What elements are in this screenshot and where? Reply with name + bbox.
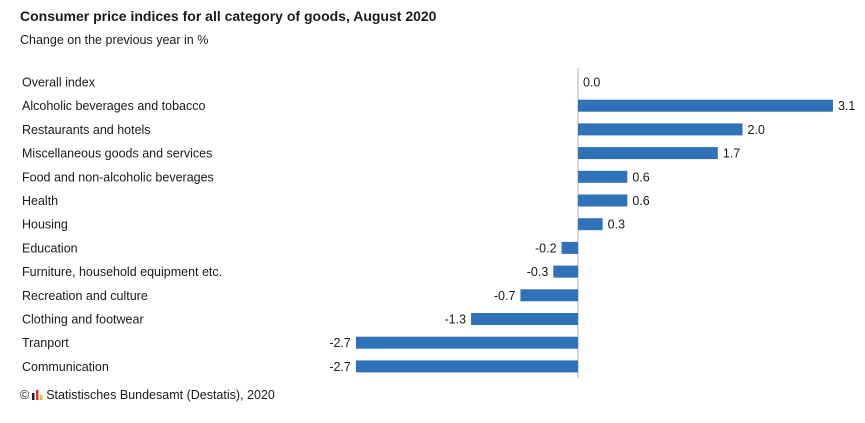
- bar: [355, 336, 578, 349]
- copyright-symbol: ©: [20, 388, 30, 402]
- value-label: 3.1: [838, 99, 855, 113]
- category-label: Housing: [22, 218, 68, 232]
- value-label: -0.7: [494, 289, 516, 303]
- bar: [471, 313, 578, 325]
- value-label: -2.7: [329, 360, 351, 374]
- logo-bar-1: [32, 393, 35, 400]
- value-label: 0.3: [608, 218, 625, 232]
- category-label: Tranport: [22, 336, 69, 350]
- value-label: -0.3: [527, 265, 549, 279]
- logo-bar-2: [36, 390, 39, 400]
- value-label: 1.7: [723, 147, 740, 161]
- category-label: Restaurants and hotels: [22, 123, 151, 137]
- value-label: -1.3: [445, 313, 467, 327]
- category-label: Health: [22, 194, 58, 208]
- bar: [578, 170, 628, 183]
- bar: [578, 123, 743, 136]
- destatis-logo-icon: [32, 390, 43, 400]
- value-label: 0.6: [632, 170, 649, 184]
- category-label: Recreation and culture: [22, 289, 148, 303]
- source-footer: © Statistisches Bundesamt (Destatis), 20…: [20, 388, 275, 402]
- category-label: Miscellaneous goods and services: [22, 147, 212, 161]
- bar: [578, 147, 718, 160]
- category-label: Furniture, household equipment etc.: [22, 265, 222, 279]
- value-label: -2.7: [329, 336, 351, 350]
- category-label: Communication: [22, 360, 109, 374]
- value-label: -0.2: [535, 241, 557, 255]
- bar: [355, 360, 578, 373]
- category-label: Alcoholic beverages and tobacco: [22, 99, 206, 113]
- bar: [520, 289, 578, 302]
- chart-subtitle: Change on the previous year in %: [20, 33, 209, 47]
- bar: [553, 265, 578, 278]
- bar: [578, 194, 628, 207]
- category-label: Education: [22, 241, 78, 255]
- logo-bar-3: [40, 395, 43, 400]
- value-label: 0.6: [632, 194, 649, 208]
- value-label: 2.0: [748, 123, 765, 137]
- bar: [578, 218, 603, 231]
- category-label: Overall index: [22, 76, 96, 90]
- source-text: Statistisches Bundesamt (Destatis), 2020: [46, 388, 275, 402]
- chart-title: Consumer price indices for all category …: [20, 8, 437, 24]
- value-label: 0.0: [583, 76, 600, 90]
- category-label: Food and non-alcoholic beverages: [22, 170, 214, 184]
- bar: [578, 99, 833, 112]
- bar: [561, 241, 578, 254]
- category-label: Clothing and footwear: [22, 313, 144, 327]
